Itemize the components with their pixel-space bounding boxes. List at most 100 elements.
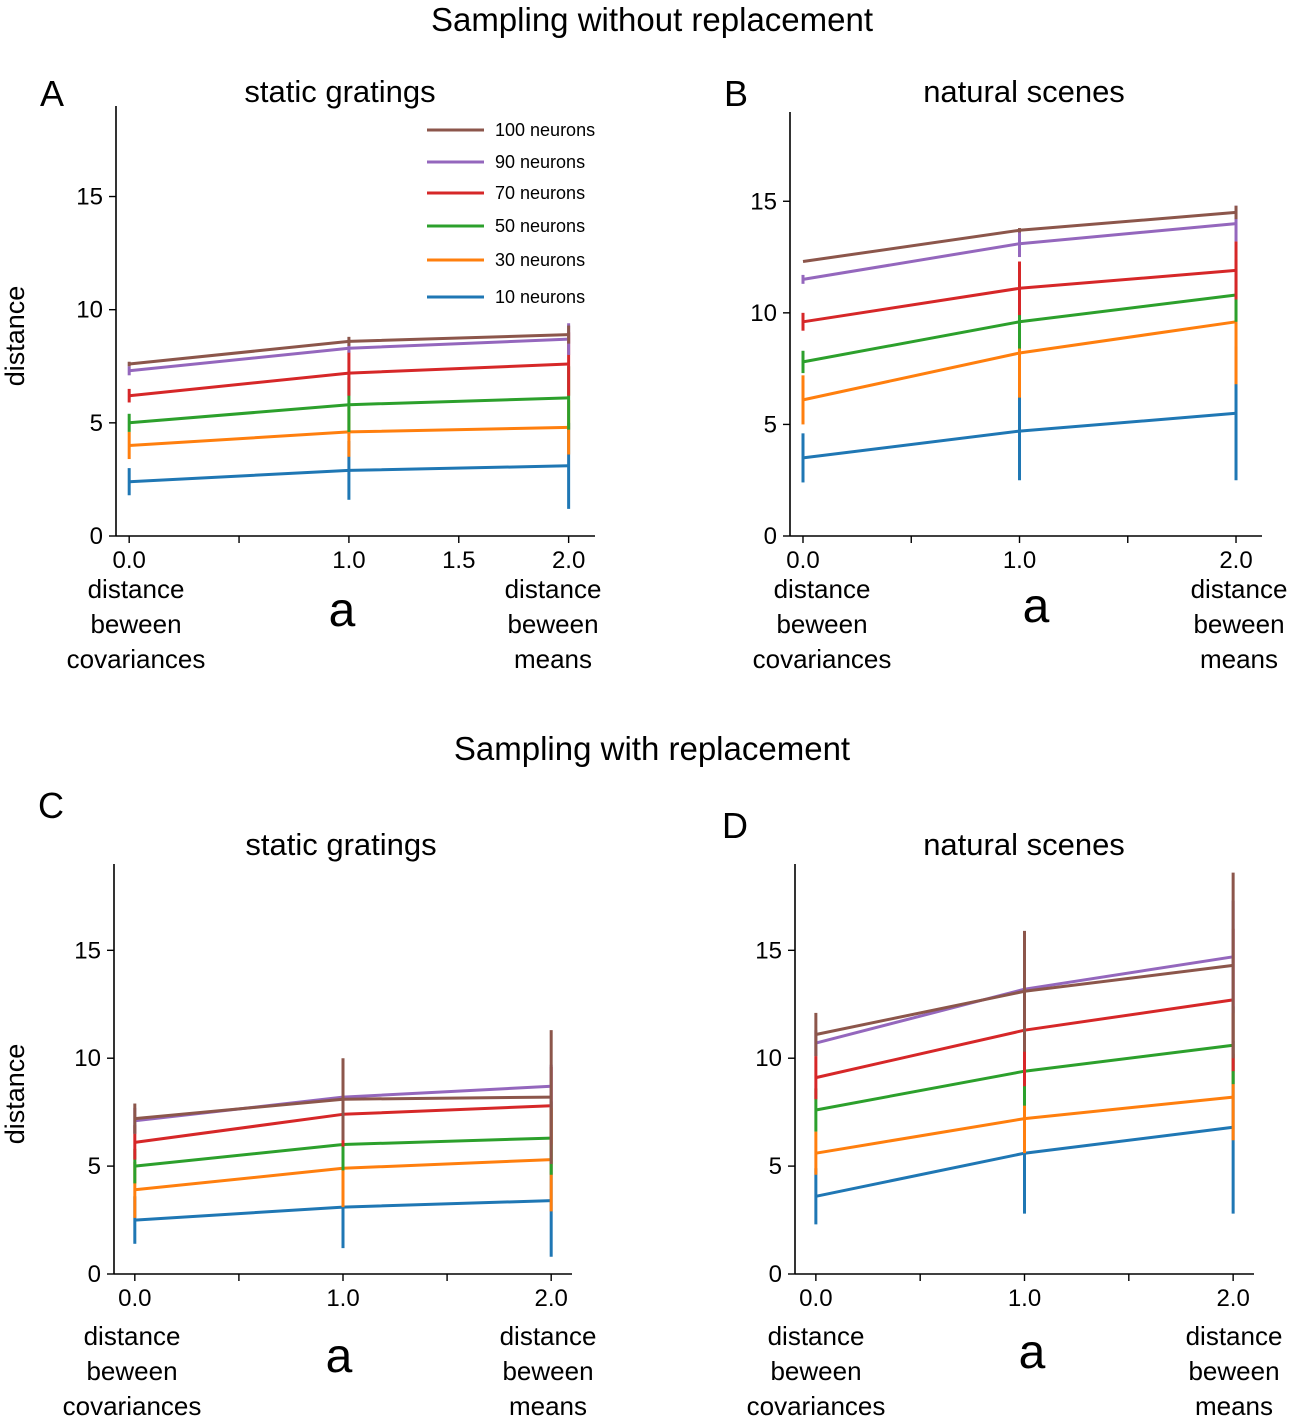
series-line [802,320,1237,402]
series-100-neurons [802,205,1238,263]
left-note-line-2: beween [770,1356,861,1386]
y-tick-label: 15 [750,188,777,215]
x-tick-label: 2.0 [1219,547,1252,574]
y-tick-label: 10 [74,1045,101,1072]
x-tick-label: 1.0 [332,547,365,574]
panel-title: natural scenes [923,827,1125,862]
right-note-line-3: means [1195,1391,1273,1421]
right-note-line-3: means [514,644,592,674]
left-note-line-3: covariances [747,1391,886,1421]
plot-area [801,205,1238,483]
axes: 0 5 10 15 0.0 1.0 2.0 [750,112,1262,574]
left-note-line-2: beween [90,609,181,639]
x-tick-label: 0.0 [112,547,145,574]
axes: 0 5 10 15 0.0 1.0 1.5 2.0 [76,106,595,574]
x-axis-label: a [329,584,356,637]
y-tick-label: 5 [769,1153,782,1180]
y-tick-label: 0 [90,523,103,550]
right-note-line-1: distance [505,574,602,604]
right-note-line-2: beween [502,1356,593,1386]
y-axis-label: distance [0,286,30,387]
left-note-line-3: covariances [753,644,892,674]
series-line [129,337,569,373]
x-tick-label: 1.0 [326,1285,359,1312]
x-axis-label: a [326,1330,353,1383]
x-tick-label: 1.0 [1008,1285,1041,1312]
series-line [815,963,1234,1036]
series-100-neurons [814,872,1235,1059]
right-note-line-2: beween [1188,1356,1279,1386]
y-tick-label: 0 [88,1261,101,1288]
panel-c: C static gratings distance a distance be… [0,785,596,1421]
series-100-neurons [127,325,571,367]
x-tick-label: 0.0 [786,547,819,574]
legend-label-50: 50 neurons [495,216,585,236]
series-line [802,411,1237,460]
legend-label-30: 30 neurons [495,250,585,270]
panel-letter: B [724,73,748,114]
series-100-neurons [133,1030,553,1164]
y-axis-label: distance [0,1044,30,1145]
y-tick-label: 0 [769,1261,782,1288]
left-note-line-2: beween [86,1356,177,1386]
left-note-line-1: distance [774,574,871,604]
right-note-line-1: distance [500,1321,597,1351]
series-line [134,1095,552,1121]
panel-title: static gratings [244,74,435,109]
panel-letter: D [722,805,748,846]
x-tick-label: 0.0 [799,1285,832,1312]
left-note-line-1: distance [768,1321,865,1351]
x-tick-label: 0.0 [118,1285,151,1312]
panel-title: natural scenes [923,74,1125,109]
series-line [802,222,1237,281]
series-line [129,396,569,425]
x-tick-label: 1.0 [1003,547,1036,574]
x-axis-label: a [1019,1326,1046,1379]
right-note-line-1: distance [1191,574,1288,604]
y-tick-label: 5 [90,410,103,437]
left-note-line-1: distance [88,574,185,604]
left-note-line-3: covariances [63,1391,202,1421]
left-note-line-3: covariances [67,644,206,674]
series-line [815,1095,1234,1155]
panel-d: D natural scenes a distance beween covar… [722,805,1282,1421]
axes: 0 5 10 15 0.0 1.0 2.0 [74,864,572,1312]
x-axis-label: a [1023,580,1050,633]
x-tick-label: 2.0 [1216,1285,1249,1312]
panel-b: B natural scenes a distance beween covar… [724,73,1287,674]
right-note-line-1: distance [1186,1321,1283,1351]
panel-title: static gratings [245,827,436,862]
x-tick-label: 2.0 [552,547,585,574]
y-tick-label: 10 [755,1045,782,1072]
right-note-line-3: means [509,1391,587,1421]
legend: 100 neurons 90 neurons 70 neurons 50 neu… [427,120,595,307]
series-line [802,293,1237,364]
right-note-line-2: beween [1193,609,1284,639]
axes: 0 5 10 15 0.0 1.0 2.0 [755,864,1254,1312]
x-tick-label: 2.0 [534,1285,567,1312]
plot-area [133,1030,553,1257]
series-line [129,464,569,484]
y-tick-label: 10 [750,300,777,327]
plot-area [814,872,1235,1225]
series-line [129,333,569,366]
y-tick-label: 15 [755,937,782,964]
y-tick-label: 5 [88,1153,101,1180]
section-title-bottom: Sampling with replacement [454,730,850,767]
y-tick-label: 5 [764,411,777,438]
y-tick-label: 15 [76,184,103,211]
series-line [129,362,569,398]
panel-letter: A [40,73,64,114]
legend-label-100: 100 neurons [495,120,595,140]
section-title-top: Sampling without replacement [431,1,873,38]
left-note-line-2: beween [776,609,867,639]
series-line [815,1125,1234,1198]
legend-label-70: 70 neurons [495,183,585,203]
plot-area [127,323,571,509]
series-30-neurons [814,1053,1235,1175]
y-tick-label: 10 [76,297,103,324]
right-note-line-3: means [1200,644,1278,674]
series-line [802,210,1237,263]
